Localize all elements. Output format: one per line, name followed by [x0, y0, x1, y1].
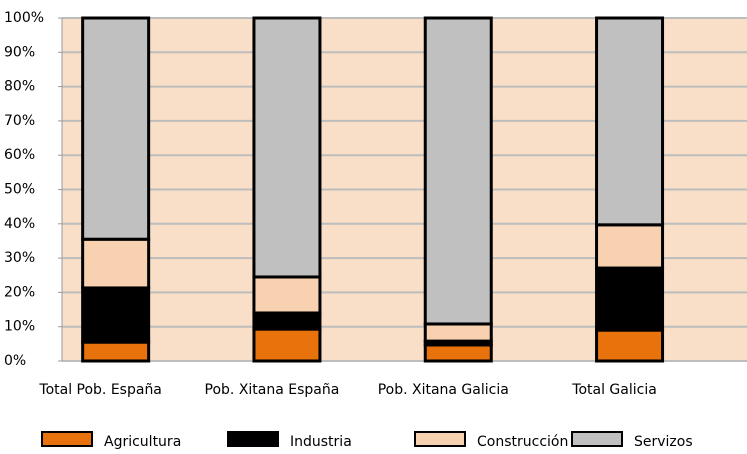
bar-segment: [81, 286, 151, 344]
y-tick-label: 20%: [4, 284, 35, 300]
legend-swatch: [41, 431, 93, 447]
x-tick-label: Total Galicia: [571, 382, 657, 398]
bar-segment: [81, 340, 151, 363]
y-tick-label: 80%: [4, 79, 35, 95]
y-tick-label: 100%: [4, 10, 44, 26]
legend-swatch: [414, 431, 466, 447]
bar-segment: [423, 16, 493, 326]
bar-segment: [595, 328, 665, 363]
x-tick-label: Pob. Xitana España: [205, 382, 340, 398]
y-tick-label: 0%: [4, 353, 26, 369]
bar-segment: [423, 343, 493, 363]
y-tick-label: 60%: [4, 147, 35, 163]
bar-segment: [252, 311, 322, 331]
y-tick-label: 30%: [4, 250, 35, 266]
y-tick-label: 90%: [4, 44, 35, 60]
y-tick-label: 50%: [4, 182, 35, 198]
legend-label: Industria: [290, 434, 352, 450]
y-tick-label: 10%: [4, 319, 35, 335]
bar-segment: [595, 223, 665, 270]
legend-label: Construcción: [477, 434, 568, 450]
bar-segment: [595, 266, 665, 332]
legend-swatch: [571, 431, 623, 447]
bar-segment: [252, 16, 322, 279]
x-tick-label: Pob. Xitana Galicia: [378, 382, 509, 398]
y-tick-label: 40%: [4, 216, 35, 232]
bar-segment: [423, 322, 493, 343]
x-tick-label: Total Pob. España: [38, 382, 162, 398]
legend-label: Agricultura: [104, 434, 181, 450]
y-tick-label: 70%: [4, 113, 35, 129]
bar-segment: [81, 237, 151, 290]
legend-swatch: [227, 431, 279, 447]
bar-segment: [595, 16, 665, 227]
legend-label: Servizos: [634, 434, 693, 450]
bar-segment: [252, 275, 322, 315]
bar-segment: [81, 16, 151, 241]
bar-segment: [252, 327, 322, 363]
